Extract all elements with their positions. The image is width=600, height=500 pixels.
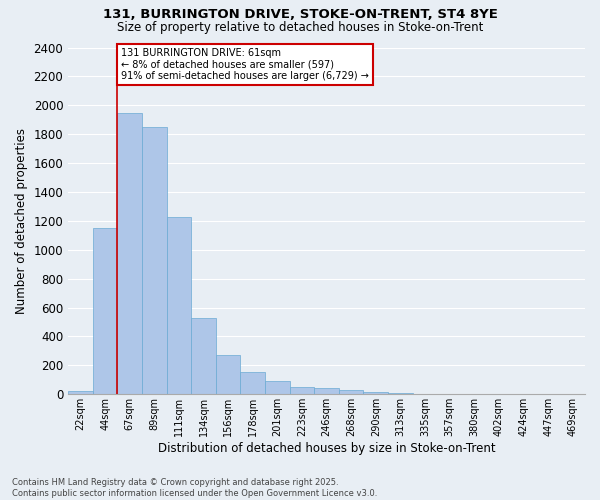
Bar <box>265 382 290 394</box>
Bar <box>314 388 339 394</box>
Bar <box>339 390 364 394</box>
Bar <box>290 387 314 394</box>
Bar <box>216 356 241 395</box>
Text: Contains HM Land Registry data © Crown copyright and database right 2025.
Contai: Contains HM Land Registry data © Crown c… <box>12 478 377 498</box>
Text: 131 BURRINGTON DRIVE: 61sqm
← 8% of detached houses are smaller (597)
91% of sem: 131 BURRINGTON DRIVE: 61sqm ← 8% of deta… <box>121 48 369 80</box>
Bar <box>388 393 413 394</box>
Bar <box>241 372 265 394</box>
Bar <box>118 112 142 394</box>
Bar <box>167 216 191 394</box>
Text: 131, BURRINGTON DRIVE, STOKE-ON-TRENT, ST4 8YE: 131, BURRINGTON DRIVE, STOKE-ON-TRENT, S… <box>103 8 497 20</box>
Y-axis label: Number of detached properties: Number of detached properties <box>15 128 28 314</box>
X-axis label: Distribution of detached houses by size in Stoke-on-Trent: Distribution of detached houses by size … <box>158 442 496 455</box>
Bar <box>142 127 167 394</box>
Bar <box>68 392 93 394</box>
Bar <box>93 228 118 394</box>
Bar <box>191 318 216 394</box>
Text: Size of property relative to detached houses in Stoke-on-Trent: Size of property relative to detached ho… <box>117 21 483 34</box>
Bar <box>364 392 388 394</box>
